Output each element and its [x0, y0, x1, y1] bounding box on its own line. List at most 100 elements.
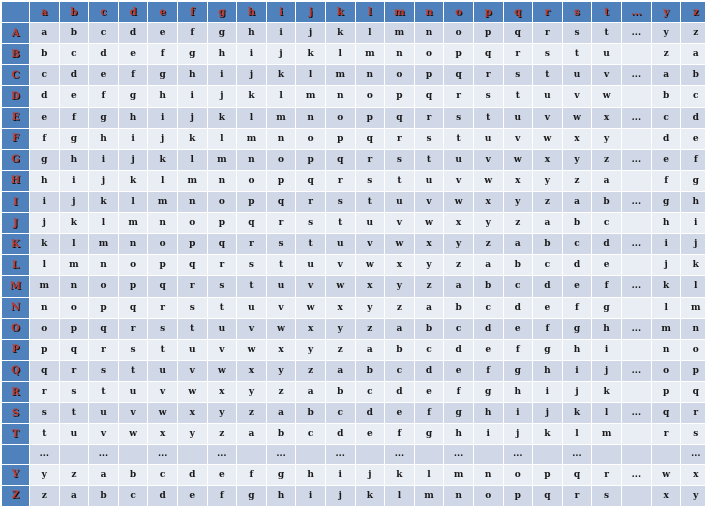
table-cell: t [295, 233, 326, 256]
table-cell: b [502, 254, 534, 277]
table-cell: b [324, 380, 356, 404]
table-cell: k [384, 463, 415, 486]
table-cell: y [206, 402, 238, 425]
table-cell: i [561, 359, 593, 382]
table-cell: l [295, 64, 326, 87]
table-cell: h [147, 85, 178, 108]
table-cell: j [295, 22, 326, 45]
table-cell: ... [620, 359, 652, 382]
column-header: d [117, 0, 149, 24]
table-cell: q [206, 233, 238, 256]
table-cell: v [354, 233, 386, 256]
table-cell: a [236, 423, 267, 446]
table-cell: q [680, 380, 705, 404]
table-cell: z [58, 463, 90, 486]
table-cell: d [680, 106, 705, 129]
table-cell: b [532, 233, 563, 256]
table-cell [620, 127, 652, 150]
table-cell: u [532, 85, 563, 108]
table-cell: t [591, 22, 622, 45]
table-cell [117, 444, 149, 465]
table-cell: e [354, 423, 386, 446]
table-cell: r [472, 64, 504, 87]
table-cell: x [443, 212, 474, 235]
table-cell: p [443, 43, 474, 66]
table-cell: n [206, 169, 238, 192]
table-cell: r [502, 43, 534, 66]
column-header: p [472, 0, 504, 24]
table-cell: m [591, 423, 622, 446]
table-cell: b [384, 338, 415, 361]
table-cell: r [58, 359, 90, 382]
table-cell: a [324, 359, 356, 382]
table-row: ................................. [1, 444, 705, 465]
table-cell: k [324, 22, 356, 45]
row-header: A [1, 22, 30, 45]
table-cell: s [591, 484, 622, 508]
table-cell: j [502, 423, 534, 446]
table-cell: t [117, 359, 149, 382]
table-cell: q [384, 106, 415, 129]
table-cell: h [295, 463, 326, 486]
table-cell: y [502, 190, 534, 214]
table-cell: w [265, 317, 297, 340]
table-cell: a [413, 296, 445, 319]
table-cell: p [58, 317, 90, 340]
table-cell: d [591, 233, 622, 256]
row-header: K [1, 233, 30, 256]
table-cell: x [236, 359, 267, 382]
table-cell: f [591, 275, 622, 298]
table-cell: n [58, 275, 90, 298]
table-cell: v [117, 402, 149, 425]
row-header: C [1, 64, 30, 87]
table-cell: j [680, 233, 705, 256]
row-header: I [1, 190, 30, 214]
table-cell: l [324, 43, 356, 66]
table-cell: w [413, 212, 445, 235]
table-cell: n [443, 484, 474, 508]
table-cell: ... [265, 444, 297, 465]
table-cell: z [295, 359, 326, 382]
table-cell [620, 254, 652, 277]
table-cell: r [680, 402, 705, 425]
table-cell: i [680, 212, 705, 235]
table-cell: z [29, 484, 60, 508]
table-cell: e [561, 275, 593, 298]
table-cell: i [532, 380, 563, 404]
table-cell: l [591, 402, 622, 425]
table-cell: ... [620, 190, 652, 214]
table-cell: p [265, 169, 297, 192]
table-cell: i [472, 423, 504, 446]
table-cell [295, 444, 326, 465]
table-cell: a [532, 212, 563, 235]
table-cell: l [354, 22, 386, 45]
table-cell: m [58, 254, 90, 277]
table-cell: z [591, 148, 622, 171]
table-cell: ... [620, 64, 652, 87]
table-cell [650, 444, 682, 465]
table-cell: f [206, 484, 238, 508]
table-cell: p [147, 254, 178, 277]
table-cell: b [29, 43, 60, 66]
table-cell: i [502, 402, 534, 425]
table-cell: t [443, 127, 474, 150]
table-cell: e [117, 43, 149, 66]
table-cell: f [561, 296, 593, 319]
table-cell: z [472, 233, 504, 256]
table-cell: c [324, 402, 356, 425]
table-cell: g [443, 402, 474, 425]
table-cell: ... [620, 106, 652, 129]
table-cell: n [147, 212, 178, 235]
table-cell: g [680, 169, 705, 192]
table-cell: o [472, 484, 504, 508]
table-cell: e [413, 380, 445, 404]
table-cell: h [176, 64, 208, 87]
table-cell: p [502, 484, 534, 508]
table-cell: v [295, 275, 326, 298]
table-cell: s [295, 212, 326, 235]
table-cell: m [384, 22, 415, 45]
